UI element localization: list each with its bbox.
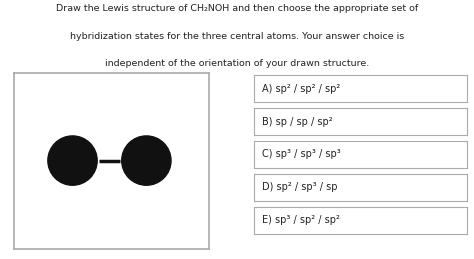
Text: independent of the orientation of your drawn structure.: independent of the orientation of your d… <box>105 59 369 68</box>
Text: C) sp³ / sp³ / sp³: C) sp³ / sp³ / sp³ <box>262 149 341 160</box>
Text: E) sp³ / sp² / sp²: E) sp³ / sp² / sp² <box>262 215 340 225</box>
Ellipse shape <box>122 136 171 185</box>
Text: A) sp² / sp² / sp²: A) sp² / sp² / sp² <box>262 84 340 94</box>
Ellipse shape <box>48 136 97 185</box>
Text: D) sp² / sp³ / sp: D) sp² / sp³ / sp <box>262 182 337 192</box>
Text: Draw the Lewis structure of CH₂NOH and then choose the appropriate set of: Draw the Lewis structure of CH₂NOH and t… <box>56 4 418 13</box>
Text: B) sp / sp / sp²: B) sp / sp / sp² <box>262 117 333 127</box>
Text: hybridization states for the three central atoms. Your answer choice is: hybridization states for the three centr… <box>70 32 404 41</box>
